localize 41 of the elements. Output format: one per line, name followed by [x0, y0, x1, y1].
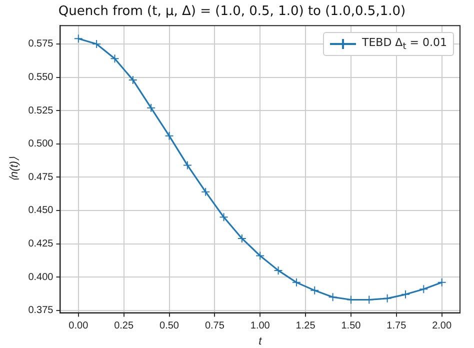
y-tick-label: 0.500: [28, 138, 54, 150]
y-tick-label: 0.400: [28, 272, 54, 283]
chart-title: Quench from (t, μ, Δ) = (1.0, 0.5, 1.0) to (1.0,0.5,1.0): [58, 4, 406, 20]
x-tick-label: 1.25: [296, 320, 316, 332]
point: [237, 234, 246, 243]
point: [256, 251, 265, 260]
x-tick-label: 0.25: [114, 320, 134, 332]
y-tick-label: 0.450: [28, 205, 54, 216]
x-tick-label: 1.00: [250, 320, 270, 332]
y-tick-label: 0.575: [28, 38, 54, 50]
y-tick-label: 0.425: [28, 238, 54, 250]
point: [128, 75, 138, 84]
point: [419, 284, 428, 294]
point: [328, 292, 338, 302]
point: [437, 278, 446, 287]
point: [400, 290, 410, 299]
point: [74, 34, 83, 44]
legend-label: TEBD Δ$_{t}$ = 0.01: [362, 36, 447, 52]
point: [274, 266, 283, 275]
point: [219, 212, 228, 222]
point: [182, 160, 192, 170]
x-tick-label: 1.75: [386, 320, 407, 332]
x-tick-label: 0.00: [68, 320, 89, 332]
x-tick-label: 0.50: [160, 320, 180, 332]
y-axis-title: ⟨n(t)⟩: [8, 156, 21, 182]
point: [292, 278, 301, 287]
y-tick-label: 0.375: [28, 305, 54, 316]
point: [164, 131, 174, 140]
y-tick-label: 0.525: [28, 105, 54, 116]
point: [382, 294, 392, 303]
x-tick-label: 1.50: [341, 320, 362, 332]
x-tick-label: 0.75: [204, 320, 225, 332]
x-axis-title: t: [258, 335, 263, 348]
y-tick-label: 0.475: [28, 172, 54, 183]
y-tick-label: 0.550: [28, 72, 54, 84]
point: [92, 39, 102, 48]
point: [110, 54, 120, 64]
point: [201, 187, 210, 196]
point: [310, 286, 320, 295]
point: [146, 103, 156, 112]
x-tick-label: 2.00: [432, 320, 452, 332]
